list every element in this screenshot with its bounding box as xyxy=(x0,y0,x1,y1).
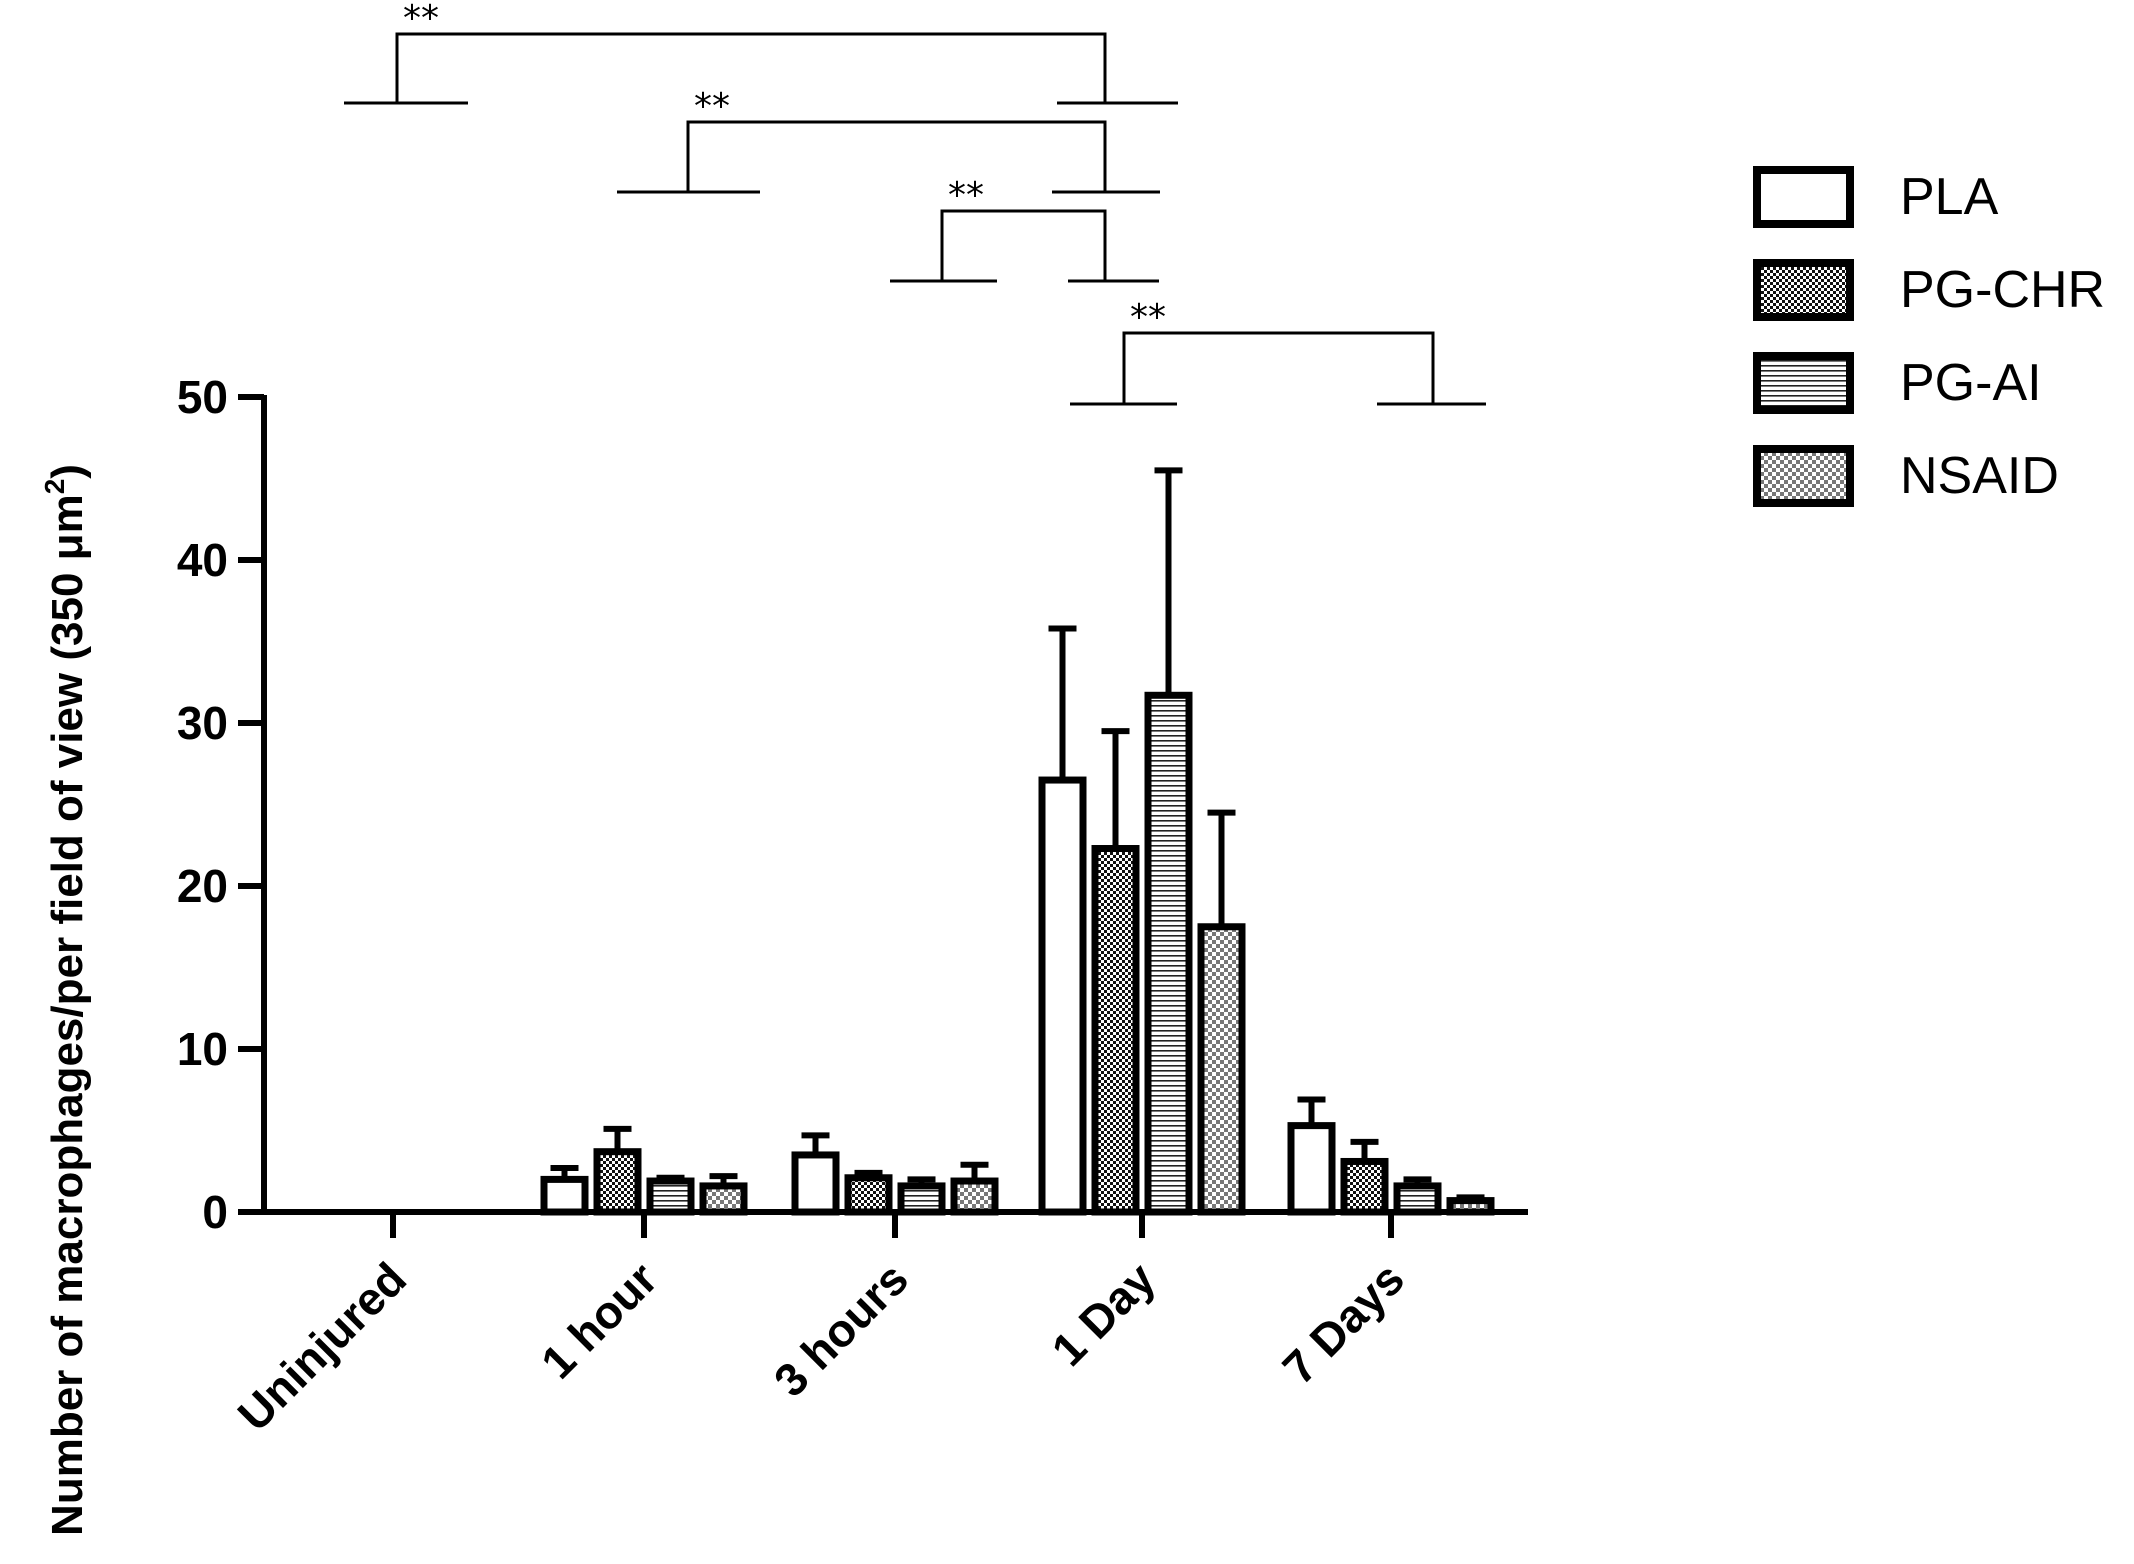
bar xyxy=(1340,1157,1389,1216)
legend-label: PG-CHR xyxy=(1900,261,2105,319)
legend-label: NSAID xyxy=(1900,447,2059,505)
x-tick-label: 7 Days xyxy=(1272,1252,1414,1394)
significance-bracket xyxy=(686,120,1107,192)
y-axis-label-superscript: 2 xyxy=(39,479,70,495)
bar xyxy=(1038,776,1087,1216)
legend-label: PG-AI xyxy=(1900,354,2042,412)
significance-label: ** xyxy=(948,175,984,216)
y-tick-label: 40 xyxy=(177,534,228,586)
bar xyxy=(699,1182,748,1216)
legend-swatch xyxy=(1753,445,1854,507)
bar xyxy=(1144,691,1193,1216)
bar xyxy=(1197,923,1246,1216)
legend-swatch xyxy=(1753,166,1854,228)
bars-layer xyxy=(540,467,1495,1216)
y-tick-label: 20 xyxy=(177,860,228,912)
bar xyxy=(646,1177,695,1216)
bar xyxy=(1091,845,1140,1216)
significance-label: ** xyxy=(1130,297,1166,338)
y-axis-label: Number of macrophages/per field of view … xyxy=(39,464,92,1536)
bar xyxy=(844,1174,893,1216)
bar xyxy=(950,1177,999,1216)
significance-label: ** xyxy=(694,86,730,127)
bar xyxy=(791,1151,840,1216)
y-tick-label: 50 xyxy=(177,371,228,423)
bar xyxy=(897,1182,946,1216)
y-axis-label-close: ) xyxy=(43,464,92,479)
y-tick-label: 10 xyxy=(177,1023,228,1075)
x-tick-label: 1 hour xyxy=(531,1252,667,1388)
significance-bracket xyxy=(1122,331,1435,404)
axes-layer: 0 10 20 30 40 50 Uninjured 1 hour 3 hours 1 Day 7 … xyxy=(177,371,1528,1441)
x-tick-label: Uninjured xyxy=(228,1252,417,1441)
legend-swatch xyxy=(1753,352,1854,414)
bar xyxy=(1287,1122,1336,1216)
bar xyxy=(540,1175,589,1216)
bar xyxy=(1393,1182,1442,1216)
legend: PLA PG-CHR PG-AI NSAID xyxy=(1753,166,2105,507)
legend-label: PLA xyxy=(1900,168,1999,226)
x-tick-label: 1 Day xyxy=(1042,1252,1166,1376)
significance-layer: ** ** ** ** xyxy=(344,0,1486,406)
legend-swatch xyxy=(1753,259,1854,321)
significance-bracket xyxy=(395,32,1107,103)
y-tick-label: 0 xyxy=(202,1186,228,1238)
significance-bracket xyxy=(940,209,1107,281)
significance-label: ** xyxy=(403,0,439,39)
x-tick-label: 3 hours xyxy=(764,1252,918,1406)
y-tick-label: 30 xyxy=(177,697,228,749)
bar xyxy=(593,1148,642,1216)
